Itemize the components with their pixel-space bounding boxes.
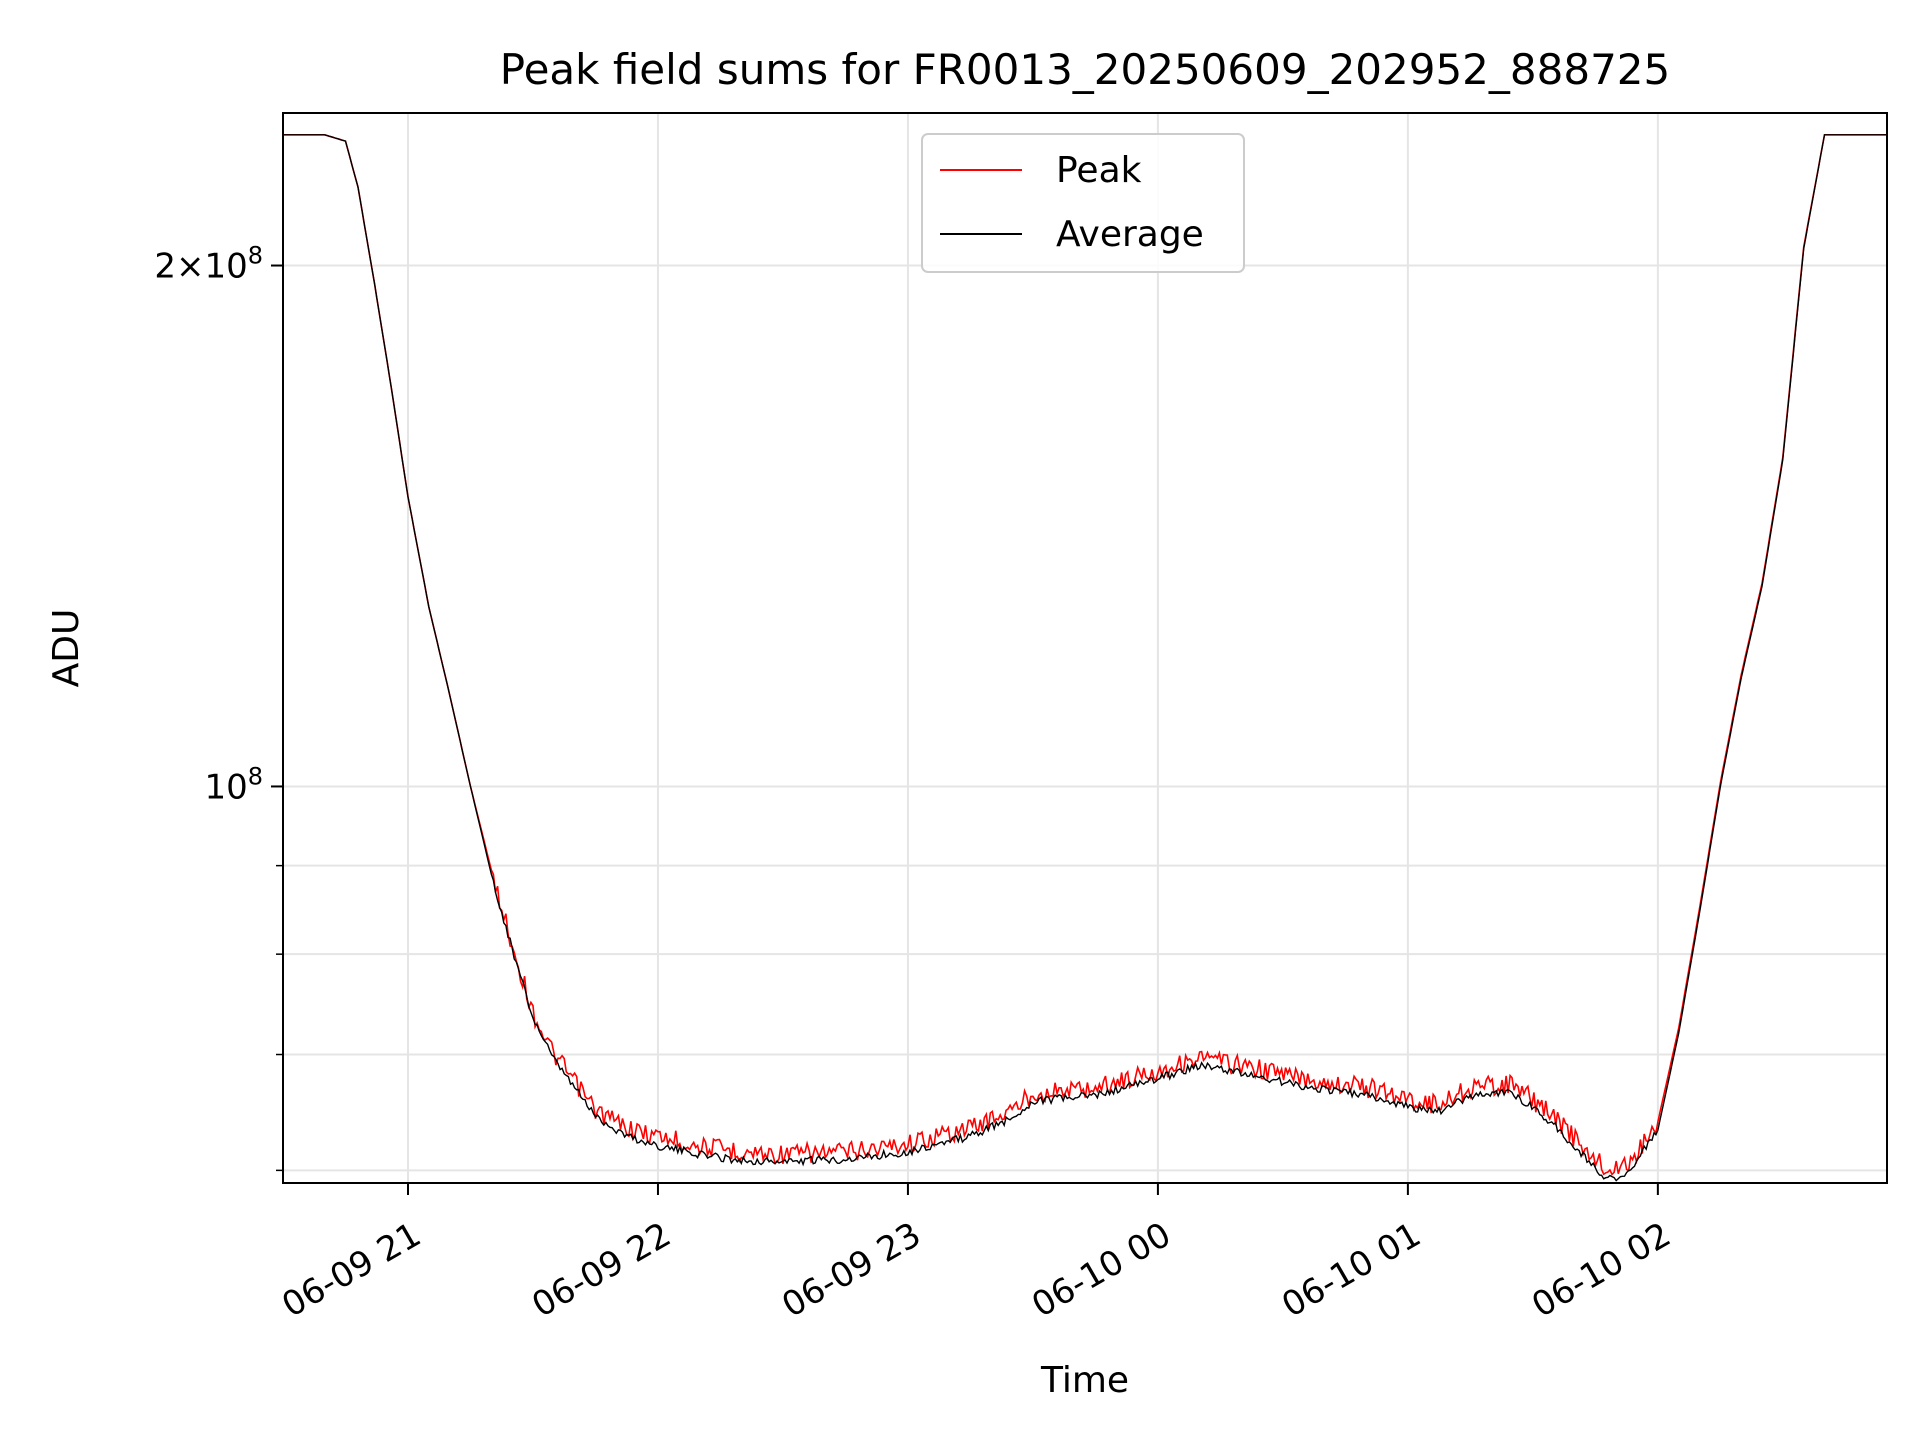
series-line-peak xyxy=(283,134,1887,1176)
legend-label-peak: Peak xyxy=(1056,150,1142,191)
x-axis-label: Time xyxy=(1040,1360,1129,1401)
legend-label-average: Average xyxy=(1056,214,1204,255)
legend-box xyxy=(921,133,1245,273)
series-lines xyxy=(283,134,1887,1182)
y-tick-label: 2×108 xyxy=(154,242,263,287)
grid-lines xyxy=(283,113,1887,1183)
chart-title: Peak field sums for FR0013_20250609_2029… xyxy=(500,45,1670,94)
y-tick-label: 108 xyxy=(204,762,263,807)
series-line-average xyxy=(283,134,1887,1182)
legend: Peak Average xyxy=(921,133,1245,273)
plot-frame xyxy=(282,112,1888,1184)
y-axis-label: ADU xyxy=(46,609,87,688)
